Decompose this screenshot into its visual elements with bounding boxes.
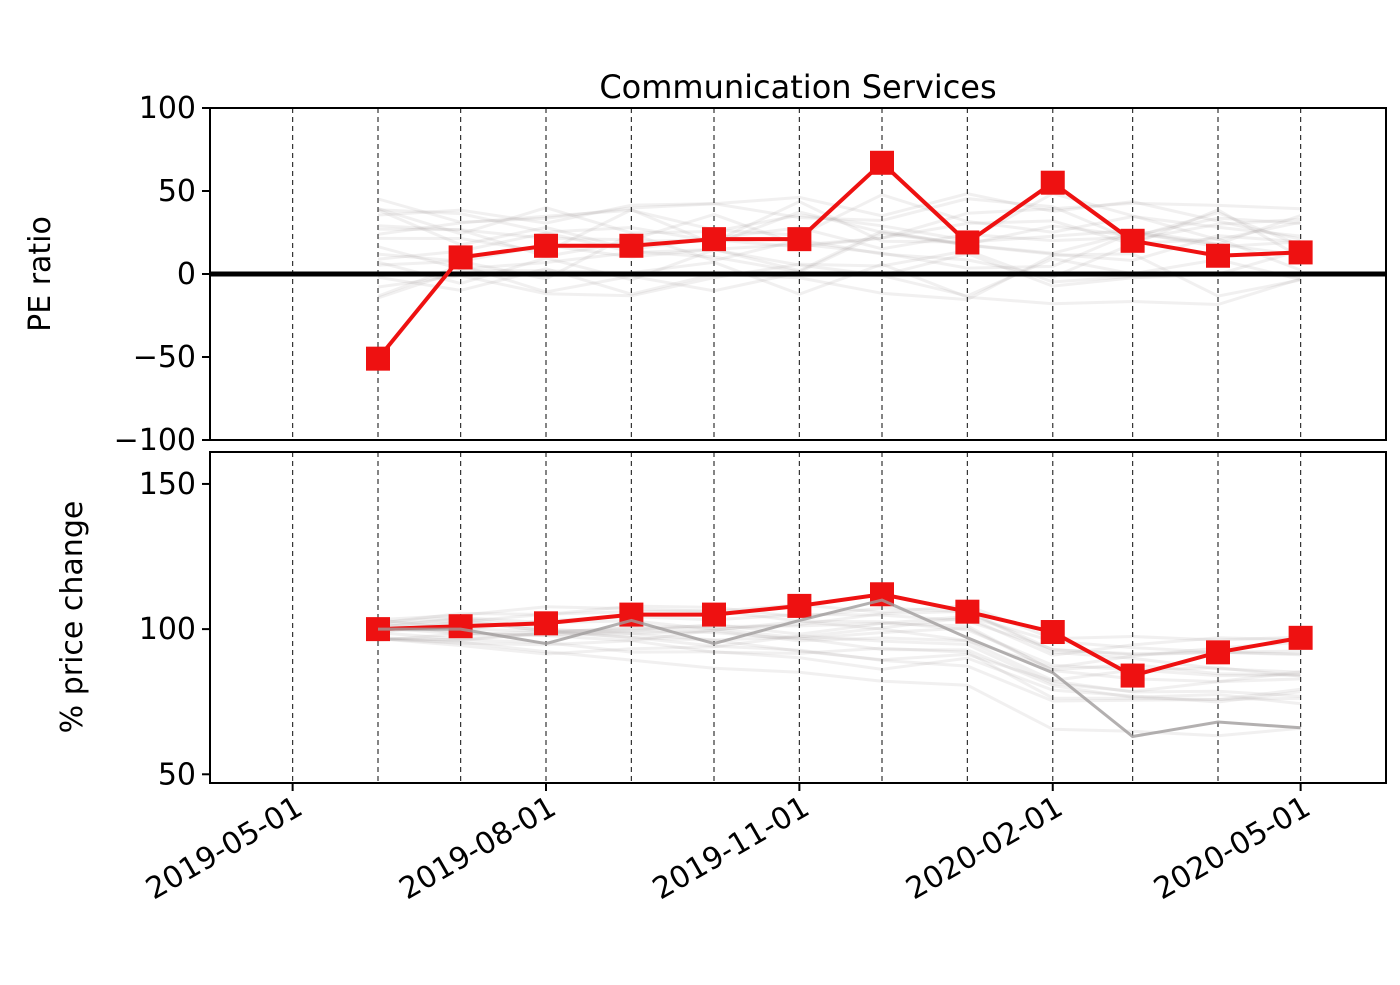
y-tick-label: 50 xyxy=(158,757,196,792)
data-point-marker xyxy=(1288,625,1313,650)
data-point-marker xyxy=(955,599,980,624)
series-line-main xyxy=(377,592,1301,678)
background-series-line xyxy=(377,192,1301,241)
data-point-marker xyxy=(787,227,812,252)
background-series-line xyxy=(377,201,1301,247)
background-series-line xyxy=(377,619,1301,670)
y-tick-label: 0 xyxy=(177,257,196,292)
data-point-marker xyxy=(870,150,894,175)
y-axis-label-pe: PE ratio xyxy=(23,216,58,332)
y-tick-label: −50 xyxy=(133,340,196,375)
background-series-line xyxy=(377,626,1301,706)
data-point-marker xyxy=(448,614,473,639)
background-series-line xyxy=(377,191,1301,242)
y-tick-label: 100 xyxy=(139,91,196,126)
background-series-line xyxy=(377,197,1301,242)
series-layer xyxy=(366,150,1313,739)
data-point-marker xyxy=(1206,243,1230,268)
background-series-line xyxy=(377,621,1301,684)
data-point-marker xyxy=(534,611,558,636)
background-series-line xyxy=(377,618,1301,703)
background-series-line xyxy=(377,614,1301,657)
background-series-line xyxy=(377,618,1301,698)
data-point-marker xyxy=(702,602,726,627)
gridline-layer xyxy=(210,108,1386,783)
background-series-line xyxy=(377,616,1301,682)
background-series-line xyxy=(377,248,1302,288)
background-series-line xyxy=(377,208,1302,251)
background-series-line xyxy=(377,199,1302,246)
axes-frame xyxy=(209,451,1387,784)
data-point-marker xyxy=(955,230,980,255)
background-series-line xyxy=(377,603,1301,642)
x-tick-label: 2020-05-01 xyxy=(1148,790,1316,907)
x-tick-label: 2019-11-01 xyxy=(647,790,815,907)
background-series-line xyxy=(377,208,1302,259)
data-point-marker xyxy=(787,593,812,618)
series-line-main xyxy=(376,160,1301,360)
y-tick-label: 50 xyxy=(158,174,196,209)
background-series-line xyxy=(377,260,1302,307)
background-series-line xyxy=(377,634,1301,693)
y-tick-label: 100 xyxy=(139,612,196,647)
data-point-marker xyxy=(1040,170,1065,195)
data-point-marker xyxy=(534,233,558,258)
data-point-marker xyxy=(702,227,726,252)
background-series-line xyxy=(377,637,1301,738)
data-point-marker xyxy=(1120,663,1145,688)
x-tick-label: 2019-05-01 xyxy=(140,790,308,907)
background-series-line xyxy=(377,619,1301,677)
background-series-line xyxy=(377,193,1301,238)
x-tick-label: 2020-02-01 xyxy=(900,790,1068,907)
x-tick-label: 2019-08-01 xyxy=(394,790,562,907)
background-series-line xyxy=(377,231,1301,274)
background-series-line xyxy=(377,621,1301,702)
data-point-marker xyxy=(1288,240,1313,265)
data-point-marker xyxy=(1120,228,1145,253)
data-point-marker xyxy=(448,245,473,270)
data-point-marker xyxy=(366,346,390,371)
background-series-line xyxy=(377,604,1301,674)
background-series-line xyxy=(377,229,1301,273)
series-line-secondary xyxy=(378,598,1301,739)
background-series-layer xyxy=(377,191,1302,738)
data-point-marker xyxy=(619,233,644,258)
background-series-line xyxy=(377,616,1301,657)
y-axis-label-price: % price change xyxy=(55,501,90,734)
y-tick-label: 150 xyxy=(139,467,196,502)
y-tick-label: −100 xyxy=(114,423,196,458)
chart-title: Communication Services xyxy=(599,68,996,106)
data-point-marker xyxy=(1040,620,1065,645)
data-point-marker xyxy=(1206,640,1230,665)
